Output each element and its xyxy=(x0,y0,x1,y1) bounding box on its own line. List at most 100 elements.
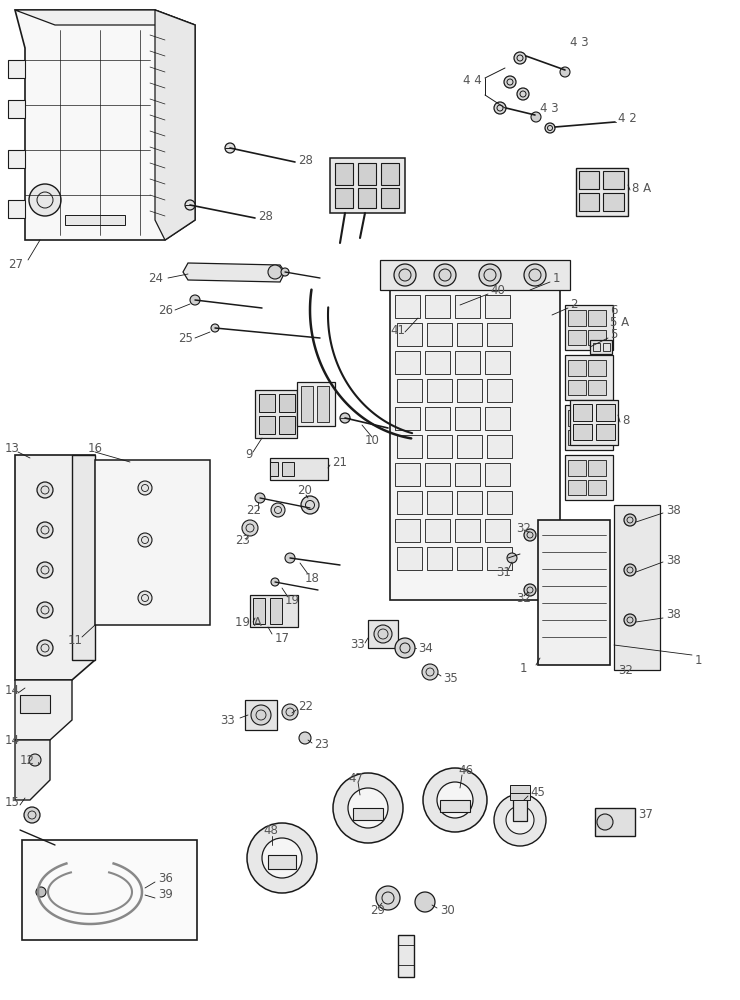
Text: 14: 14 xyxy=(5,734,20,746)
Text: 6: 6 xyxy=(610,304,617,316)
Bar xyxy=(259,394,275,412)
Bar xyxy=(330,158,405,213)
Circle shape xyxy=(494,102,506,114)
Polygon shape xyxy=(95,460,210,625)
Circle shape xyxy=(514,52,526,64)
Circle shape xyxy=(333,773,403,843)
Bar xyxy=(457,323,482,346)
Text: 19 A: 19 A xyxy=(235,615,262,629)
Bar xyxy=(457,435,482,458)
Bar xyxy=(603,171,624,189)
Bar xyxy=(565,305,613,350)
Bar xyxy=(568,430,586,445)
Bar xyxy=(427,379,452,402)
Bar xyxy=(576,168,628,216)
Text: 2: 2 xyxy=(570,298,577,312)
Bar xyxy=(579,171,599,189)
Circle shape xyxy=(138,591,152,605)
Text: 5 A: 5 A xyxy=(610,316,629,328)
Bar xyxy=(588,380,606,395)
Text: 38: 38 xyxy=(666,504,681,516)
Text: 11: 11 xyxy=(68,634,83,647)
Circle shape xyxy=(597,814,613,830)
Text: 38: 38 xyxy=(666,554,681,566)
Bar xyxy=(395,407,420,430)
Bar xyxy=(510,792,530,800)
Text: 39: 39 xyxy=(158,888,173,902)
Bar xyxy=(457,379,482,402)
Text: 33: 33 xyxy=(350,639,365,652)
Bar xyxy=(485,519,510,542)
Bar xyxy=(588,410,606,426)
Polygon shape xyxy=(15,740,50,800)
Bar xyxy=(381,188,399,208)
Bar xyxy=(485,295,510,318)
Bar xyxy=(425,519,450,542)
Circle shape xyxy=(255,493,265,503)
Bar xyxy=(268,855,296,869)
Circle shape xyxy=(624,514,636,526)
Bar xyxy=(593,343,600,351)
Circle shape xyxy=(29,754,41,766)
Bar xyxy=(398,935,414,977)
Bar xyxy=(397,379,422,402)
Text: 25: 25 xyxy=(178,332,193,344)
Circle shape xyxy=(281,268,289,276)
Text: 5: 5 xyxy=(610,328,617,342)
Text: 8: 8 xyxy=(622,414,630,426)
Bar xyxy=(513,795,527,821)
Bar xyxy=(455,407,480,430)
Circle shape xyxy=(560,67,570,77)
Bar xyxy=(335,163,353,185)
Text: 23: 23 xyxy=(314,738,329,752)
Bar xyxy=(297,382,335,426)
Text: 18: 18 xyxy=(305,572,320,584)
Circle shape xyxy=(301,496,319,514)
Bar xyxy=(573,424,592,440)
Bar xyxy=(255,390,297,438)
Text: 9: 9 xyxy=(245,448,252,462)
Bar xyxy=(8,150,25,168)
Bar xyxy=(568,410,586,426)
Bar xyxy=(485,351,510,374)
Bar xyxy=(596,404,615,421)
Bar xyxy=(8,100,25,118)
Circle shape xyxy=(211,324,219,332)
Bar xyxy=(395,519,420,542)
Text: 32: 32 xyxy=(516,522,531,534)
Circle shape xyxy=(138,533,152,547)
Circle shape xyxy=(251,705,271,725)
Text: 19: 19 xyxy=(285,593,300,606)
Circle shape xyxy=(138,481,152,495)
Text: 37: 37 xyxy=(638,808,653,822)
Polygon shape xyxy=(614,505,660,670)
Circle shape xyxy=(376,886,400,910)
Bar xyxy=(455,519,480,542)
Text: 1: 1 xyxy=(553,271,560,284)
Bar xyxy=(573,404,592,421)
Text: 47: 47 xyxy=(348,772,363,784)
Polygon shape xyxy=(72,455,95,660)
Polygon shape xyxy=(15,455,95,680)
Bar xyxy=(487,491,512,514)
Polygon shape xyxy=(15,10,195,25)
Text: 10: 10 xyxy=(365,434,380,446)
Bar xyxy=(565,455,613,500)
Circle shape xyxy=(524,264,546,286)
Bar xyxy=(568,310,586,326)
Circle shape xyxy=(225,143,235,153)
Text: 16: 16 xyxy=(88,442,103,454)
Circle shape xyxy=(37,522,53,538)
Circle shape xyxy=(524,529,536,541)
Bar xyxy=(358,188,376,208)
Text: 1: 1 xyxy=(520,662,528,674)
Bar xyxy=(588,460,606,476)
Circle shape xyxy=(37,602,53,618)
Bar xyxy=(390,290,560,600)
Bar xyxy=(427,435,452,458)
Text: 4 2: 4 2 xyxy=(618,111,636,124)
Bar xyxy=(395,295,420,318)
Bar xyxy=(397,435,422,458)
Bar xyxy=(570,400,618,445)
Text: 38: 38 xyxy=(666,608,681,621)
